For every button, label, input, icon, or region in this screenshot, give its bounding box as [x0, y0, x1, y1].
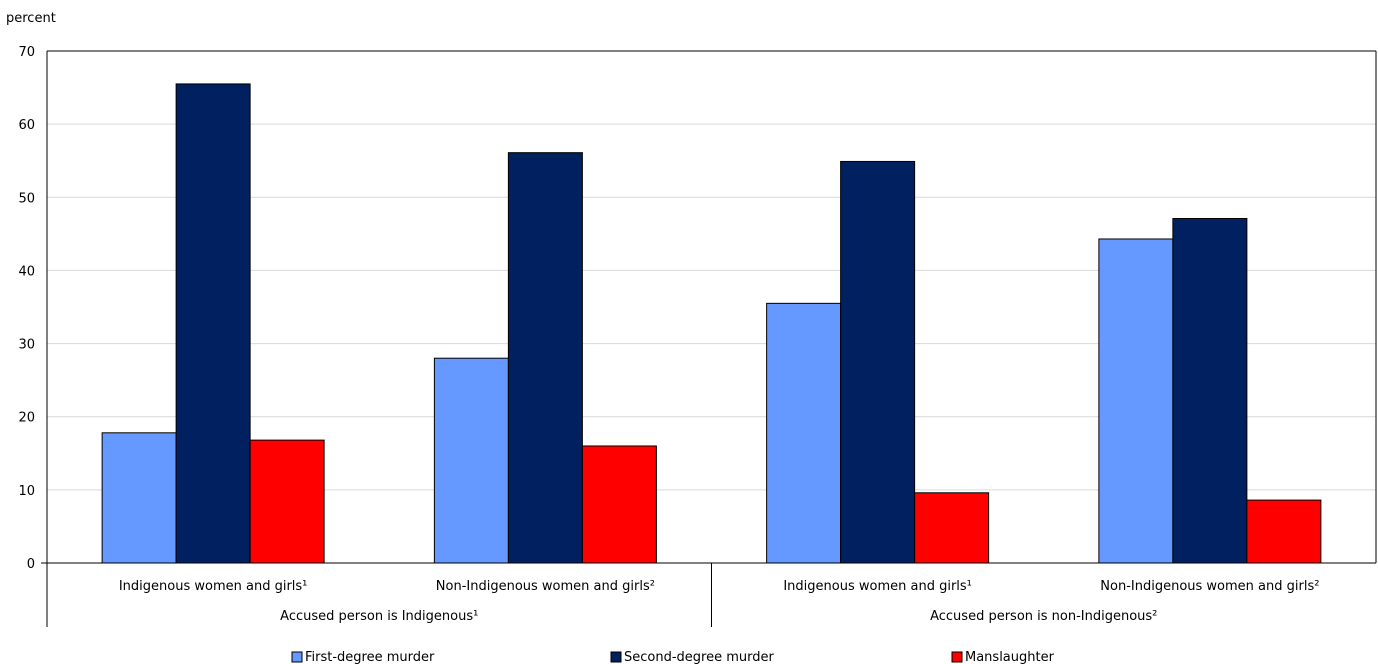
bar	[1172, 217, 1248, 564]
axes	[41, 50, 1377, 627]
y-tick-label: 50	[18, 191, 35, 206]
x-category-label: Non-Indigenous women and girls²	[436, 579, 655, 594]
x-category-labels: Indigenous women and girls¹ Non-Indigenou…	[119, 579, 1320, 624]
bar	[914, 492, 990, 564]
x-category-label: Indigenous women and girls¹	[783, 579, 972, 594]
y-tick-label: 10	[18, 484, 35, 499]
legend-label: First-degree murder	[305, 650, 435, 664]
bars	[101, 83, 1322, 564]
bar	[840, 160, 916, 564]
legend: First-degree murder Second-degree murder M…	[291, 650, 1055, 664]
x-category-label: Indigenous women and girls¹	[119, 579, 308, 594]
legend-label: Manslaughter	[965, 650, 1055, 664]
bar	[507, 152, 583, 564]
y-tick-labels: 0 10 20 30 40 50 60 70	[18, 45, 35, 572]
bar	[766, 302, 842, 564]
bar	[1098, 238, 1174, 564]
legend-swatch	[291, 651, 303, 663]
x-category-label: Non-Indigenous women and girls²	[1100, 579, 1319, 594]
y-tick-label: 70	[18, 45, 35, 60]
y-tick-label: 30	[18, 338, 35, 353]
bar	[101, 432, 177, 564]
bar	[1246, 499, 1322, 564]
legend-swatch	[610, 651, 622, 663]
bar	[249, 439, 325, 564]
bar	[175, 83, 251, 564]
group-label: Accused person is Indigenous¹	[280, 609, 478, 624]
bar	[433, 357, 509, 564]
legend-swatch	[951, 651, 963, 663]
y-tick-label: 20	[18, 411, 35, 426]
y-tick-label: 40	[18, 264, 35, 279]
y-axis-label: percent	[6, 11, 56, 26]
legend-label: Second-degree murder	[624, 650, 774, 664]
bar	[581, 445, 657, 564]
y-tick-label: 60	[18, 118, 35, 133]
y-tick-label: 0	[27, 557, 35, 572]
group-label: Accused person is non-Indigenous²	[930, 609, 1157, 624]
